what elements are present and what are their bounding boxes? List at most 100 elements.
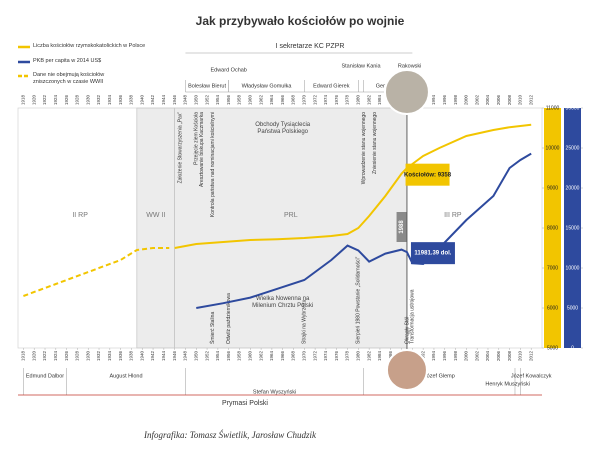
x-tick-label: 1956 xyxy=(226,94,231,105)
x-tick-label: 2002 xyxy=(474,350,479,361)
x-tick-label: 1970 xyxy=(301,94,306,105)
y2-tick-label: 20000 xyxy=(566,185,580,191)
x-tick-label: 1972 xyxy=(312,94,317,105)
y2-tick-label: 0 xyxy=(571,345,574,351)
y2-tick-label: 25000 xyxy=(566,145,580,151)
value-label-box xyxy=(405,163,450,186)
x-tick-label: 1974 xyxy=(323,94,328,105)
x-tick-label: 1992 xyxy=(420,350,425,361)
y-tick-label: 5000 xyxy=(547,345,558,351)
x-tick-label: 1932 xyxy=(96,94,101,105)
x-tick-label: 1978 xyxy=(345,350,350,361)
event-label: Obchody Tysiąclecia Państwa Polskiego xyxy=(255,122,311,136)
section-title: I sekretarze KC PZPR xyxy=(276,43,345,50)
x-tick-label: 1928 xyxy=(75,94,80,105)
x-tick-label: 2002 xyxy=(474,94,479,105)
x-tick-label: 1928 xyxy=(75,350,80,361)
x-tick-label: 1926 xyxy=(64,94,69,105)
portrait xyxy=(383,69,430,115)
value-label: 11981.39 dol. xyxy=(414,251,451,257)
x-tick-label: 1936 xyxy=(118,350,123,361)
x-tick-label: 1938 xyxy=(129,350,134,361)
x-tick-label: 1958 xyxy=(237,350,242,361)
y-tick-label: 10000 xyxy=(546,145,560,151)
x-tick-label: 1978 xyxy=(345,94,350,105)
x-tick-label: 2010 xyxy=(518,94,523,105)
secretary-name: Bolesław Bierut xyxy=(188,83,226,89)
x-tick-label: 2008 xyxy=(507,350,512,361)
y-tick-label: 8000 xyxy=(547,225,558,231)
event-label: Śmierć Stalina xyxy=(208,312,216,344)
x-tick-label: 1972 xyxy=(312,350,317,361)
y-tick-label: 6000 xyxy=(547,305,558,311)
secretary-name: Władysław Gomułka xyxy=(242,83,293,89)
y-axis-band xyxy=(544,108,561,348)
x-tick-label: 2012 xyxy=(528,350,533,361)
era-band xyxy=(174,107,408,349)
credit: Infografika: Tomasz Świetlik, Jarosław C… xyxy=(143,430,317,440)
x-tick-label: 2008 xyxy=(507,94,512,105)
primate-name: Stefan Wyszyński xyxy=(253,389,296,395)
x-tick-label: 1934 xyxy=(107,350,112,361)
event-label: Wielka Nowenna na Milenium Chrztu Polski xyxy=(252,296,314,310)
x-tick-label: 2000 xyxy=(464,350,469,361)
x-tick-label: 1960 xyxy=(247,94,252,105)
event-label: Odwilż październikowa xyxy=(226,293,232,344)
event-label: Transformacja ustrojowa xyxy=(410,289,416,344)
x-tick-label: 1968 xyxy=(291,94,296,105)
y2-tick-label: 15000 xyxy=(566,225,580,231)
x-tick-label: 1982 xyxy=(366,94,371,105)
primate-name: Henryk Muszyński xyxy=(485,381,530,387)
x-tick-label: 1966 xyxy=(280,94,285,105)
x-tick-label: 1984 xyxy=(377,350,382,361)
x-tick-label: 1948 xyxy=(183,350,188,361)
x-tick-label: 1984 xyxy=(377,94,382,105)
value-label: Kościołów: 9358 xyxy=(404,172,452,178)
x-tick-label: 1922 xyxy=(42,350,47,361)
x-tick-label: 1934 xyxy=(107,94,112,105)
x-tick-label: 1930 xyxy=(85,350,90,361)
legend-label: Dane nie obejmują kościołów zniszczonych… xyxy=(33,72,105,85)
x-tick-label: 1946 xyxy=(172,350,177,361)
x-tick-label: 1962 xyxy=(258,94,263,105)
x-tick-label: 1982 xyxy=(366,350,371,361)
x-tick-label: 1930 xyxy=(85,94,90,105)
x-tick-label: 1952 xyxy=(204,350,209,361)
x-tick-label: 1944 xyxy=(161,350,166,361)
primate-name: August Hlond xyxy=(110,373,143,379)
series-line xyxy=(174,123,532,249)
x-tick-label: 1952 xyxy=(204,94,209,105)
x-tick-label: 2012 xyxy=(528,94,533,105)
x-tick-label: 1994 xyxy=(431,350,436,361)
event-label: Przejęcie ziem Kościoła xyxy=(194,112,200,165)
x-tick-label: 1920 xyxy=(31,94,36,105)
secretary-name: Stanisław Kania xyxy=(341,63,381,69)
x-tick-label: 1964 xyxy=(269,350,274,361)
x-tick-label: 2010 xyxy=(518,350,523,361)
x-tick-label: 1970 xyxy=(301,350,306,361)
x-tick-label: 1922 xyxy=(42,94,47,105)
x-tick-label: 1954 xyxy=(215,350,220,361)
x-tick-label: 1950 xyxy=(193,350,198,361)
era-label: III RP xyxy=(444,212,462,219)
x-tick-label: 1986 xyxy=(388,350,393,361)
x-tick-label: 1944 xyxy=(161,94,166,105)
y2-tick-label: 10000 xyxy=(566,265,580,271)
x-tick-label: 1976 xyxy=(334,94,339,105)
x-tick-label: 2004 xyxy=(485,350,490,361)
y-tick-label: 11000 xyxy=(546,105,560,111)
x-tick-label: 1976 xyxy=(334,350,339,361)
event-label: Zniesienie stanu wojennego xyxy=(372,112,378,174)
x-tick-label: 1956 xyxy=(226,350,231,361)
era-label: WW II xyxy=(146,212,165,219)
x-tick-label: 1940 xyxy=(139,350,144,361)
x-tick-label: 1946 xyxy=(172,94,177,105)
era-label: II RP xyxy=(72,212,88,219)
value-label-box xyxy=(410,242,455,265)
y2-tick-label: 5000 xyxy=(567,305,578,311)
x-tick-label: 1926 xyxy=(64,350,69,361)
primate-name: Józef Glemp xyxy=(424,373,455,379)
x-tick-label: 1940 xyxy=(139,94,144,105)
x-tick-label: 1920 xyxy=(31,350,36,361)
